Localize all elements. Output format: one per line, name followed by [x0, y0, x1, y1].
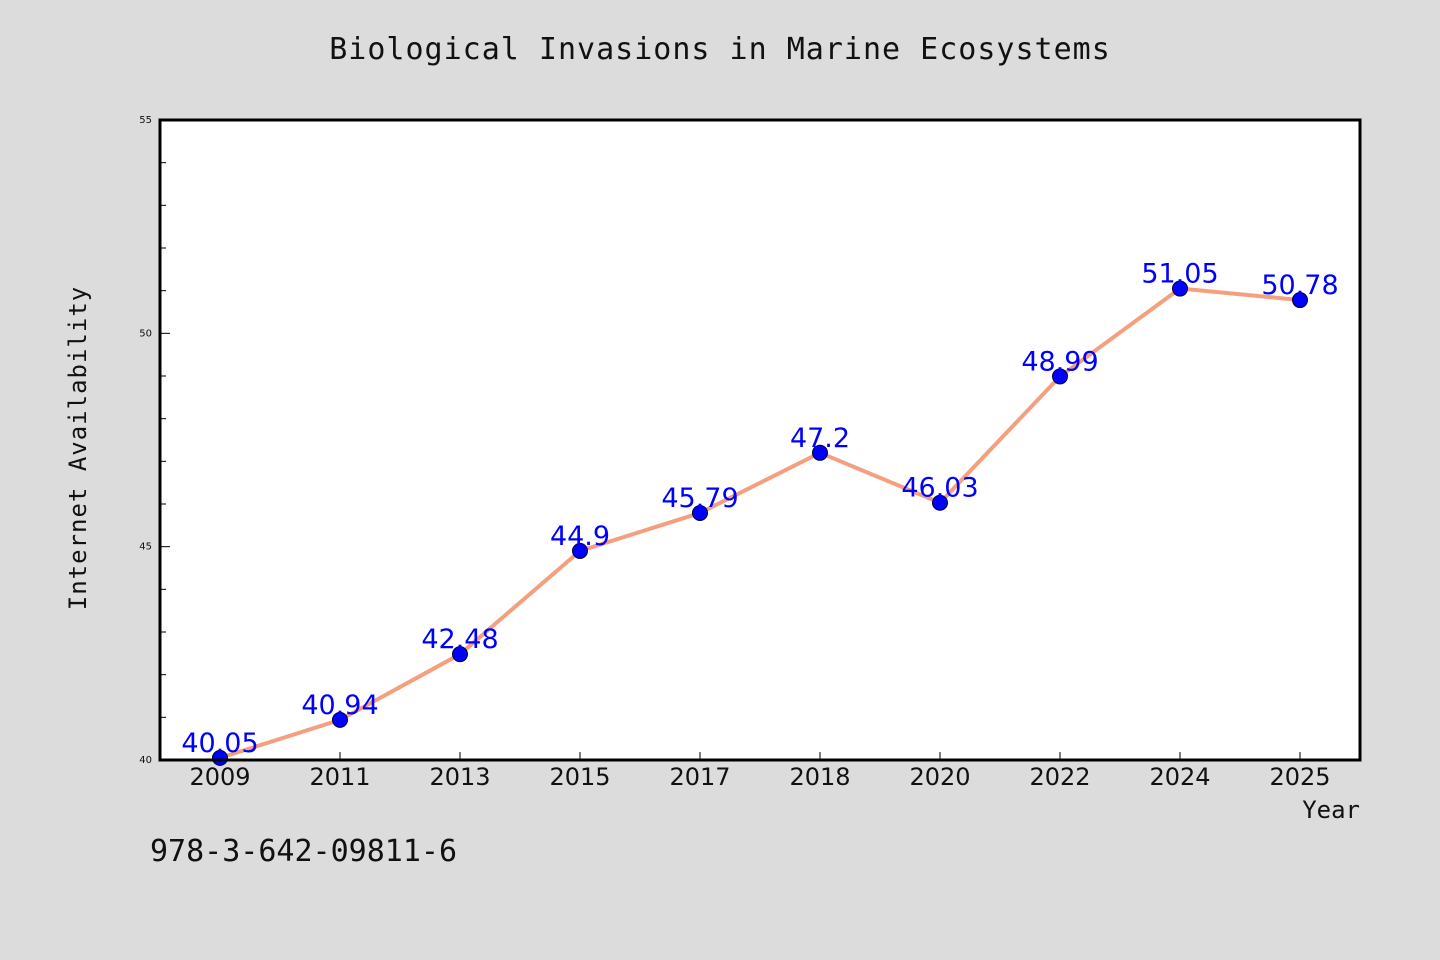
data-markers: [212, 280, 1308, 766]
x-tick-label: 2020: [909, 763, 970, 791]
data-label: 42.48: [421, 624, 498, 655]
plot-area: [160, 120, 1360, 760]
x-tick-label: 2025: [1269, 763, 1330, 791]
x-tick-label: 2018: [789, 763, 850, 791]
x-tick-label: 2015: [549, 763, 610, 791]
x-tick-label: 2022: [1029, 763, 1090, 791]
data-point: [212, 749, 228, 766]
data-label: 47.2: [790, 423, 850, 454]
x-axis-ticks: 2009 2011 2013 2015 2017 2018 2020 2022 2024 2025: [189, 752, 1331, 791]
data-label: 46.03: [901, 473, 978, 504]
data-point: [932, 494, 948, 511]
x-axis-label: Year: [1302, 796, 1360, 824]
x-tick-label: 2011: [309, 763, 370, 791]
data-point: [452, 646, 468, 663]
x-tick-label: 2024: [1149, 763, 1210, 791]
data-label: 50.78: [1261, 270, 1338, 301]
data-label: 40.94: [301, 690, 378, 721]
data-labels: 40.05 40.94 42.48 44.9 45.79 47.2 46.03 48.99 51…: [181, 259, 1338, 759]
data-point: [1172, 280, 1188, 297]
data-label: 40.05: [181, 728, 258, 759]
footer-code: 978-3-642-09811-6: [150, 834, 458, 869]
data-label: 44.9: [550, 521, 610, 552]
x-tick-label: 2009: [189, 763, 250, 791]
data-label: 45.79: [661, 483, 738, 514]
data-point: [1052, 368, 1068, 385]
data-point: [1292, 292, 1308, 309]
y-tick-label: 55: [139, 115, 152, 126]
data-point: [332, 711, 348, 728]
data-point: [692, 504, 708, 521]
y-tick-label: 45: [139, 542, 152, 553]
plot-frame: [158, 118, 1362, 762]
series-line: [218, 286, 1302, 760]
y-tick-label: 50: [139, 328, 152, 339]
y-tick-label: 40: [139, 755, 152, 766]
data-point: [812, 444, 828, 461]
data-label: 51.05: [1141, 259, 1218, 290]
chart-title: Biological Invasions in Marine Ecosystem…: [329, 32, 1111, 67]
x-tick-label: 2017: [669, 763, 730, 791]
data-label: 48.99: [1021, 346, 1098, 377]
data-point: [572, 542, 588, 559]
x-tick-label: 2013: [429, 763, 490, 791]
